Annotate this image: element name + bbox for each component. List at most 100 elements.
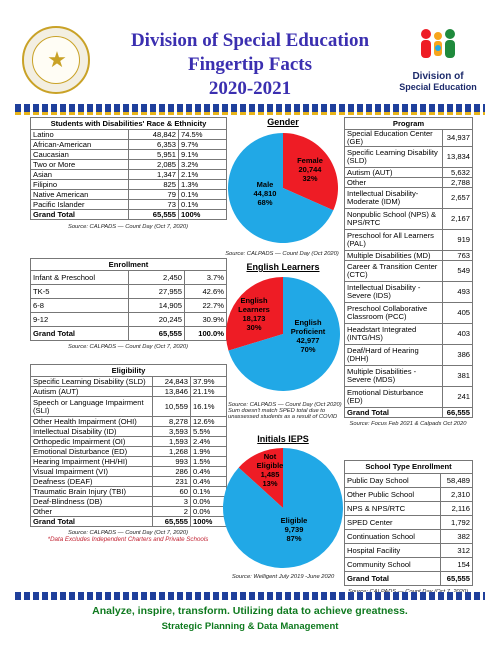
school-type-section: School Type Enrollment Public Day School… [343,460,474,595]
pie-slice-female [283,133,339,211]
el-chart-source: Source: CALPADS — Count Day (Oct 2020) S… [228,402,342,420]
table-row: Other Public School 2,310 [344,487,474,502]
table-total-row: Grand Total 65,555 100% [30,209,227,220]
footer-tagline: Analyze, inspire, transform. Utilizing d… [92,605,408,617]
table-row: Special Education Center (GE) 34,937 [344,129,474,147]
pie-slice-male [228,133,334,243]
header-stripe-gold [15,112,485,115]
table-total-row: Grand Total 66,555 [344,407,474,418]
page-title-line2: Fingertip Facts [187,54,312,75]
program-table: Program Special Education Center (GE) 34,… [343,117,474,418]
school-type-table-title: School Type Enrollment [343,460,474,474]
table-row: Career & Transition Center (CTC) 549 [344,260,474,282]
district-seal: ★ [22,26,90,94]
el-learners-label: English Learners 18,173 30% [238,296,270,332]
table-row: Pacific Islander 73 0.1% [30,199,227,210]
table-row: Speech or Language Impairment (SLI) 10,55… [30,396,227,417]
program-section: Program Special Education Center (GE) 34,… [343,117,474,427]
pie-slice-not-eligible [238,448,283,508]
ieps-chart-source: Source: Welligent July 2019 -June 2020 [231,574,335,580]
table-row: Preschool for All Learners (PAL) 919 [344,229,474,251]
table-total-row: Grand Total 65,555 [344,571,474,586]
table-row: Deaf/Hard of Hearing (DHH) 386 [344,344,474,366]
el-proficient-label: English Proficient 42,977 70% [290,318,326,354]
seal-inner: ★ [32,36,80,84]
footer-department: Strategic Planning & Data Management [161,621,339,632]
table-row: African-American 6,353 9.7% [30,139,227,150]
table-row: Hearing Impairment (HH/HI) 993 1.5% [30,456,227,467]
enrollment-table: Enrollment Infant & Preschool 2,450 3.7% T… [30,258,227,341]
pie-slice-english-learners [226,277,283,351]
program-table-title: Program [343,117,474,130]
school-type-table: School Type Enrollment Public Day School… [343,460,474,586]
table-row: Intellectual Disability-Moderate (IDM) 2,… [344,187,474,209]
logo-text-line2: Special Education [399,82,477,92]
page-title-line3: 2020-2021 [208,78,292,99]
program-table-source: Source: Focus Feb 2021 & Calpads Oct 202… [349,421,467,427]
ieps-chart-title: Initials IEPS [257,434,309,444]
pie-slice-english-proficient [228,277,341,391]
table-row: Native American 79 0.1% [30,189,227,200]
el-pie-chart [226,277,341,391]
table-row: Continuation School 382 [344,529,474,544]
table-row: TK-5 27,955 42.6% [30,284,227,299]
race-ethnicity-table: Students with Disabilities' Race & Ethni… [30,117,227,220]
gender-male-label: Male 44,810 68% [253,180,277,207]
eligibility-table-title: Eligibility [30,364,227,377]
table-row: Public Day School 58,489 [344,473,474,488]
el-chart-title: English Learners [246,262,320,272]
table-row: NPS & NPS/RTC 2,116 [344,501,474,516]
table-total-row: Grand Total 65,555 100% [30,516,227,527]
table-total-row: Grand Total 65,555 100.0% [30,326,227,341]
eligibility-section: Eligibility Specific Learning Disability… [30,364,227,543]
table-row: Specific Learning Disability (SLD) 13,834 [344,146,474,168]
table-row: Visual Impairment (VI) 286 0.4% [30,466,227,477]
race-table-title: Students with Disabilities' Race & Ethni… [30,117,227,130]
pie-slice-eligible [223,448,344,568]
table-row: Emotional Disturbance (ED) 241 [344,386,474,408]
division-logo: Division of Special Education [388,26,488,96]
page-title-line1: Division of Special Education [130,30,370,51]
table-row: Headstart Integrated (INTG/HS) 403 [344,323,474,345]
table-row: Hospital Facility 312 [344,543,474,558]
ieps-eligible-label: Eligible 9,739 87% [280,516,308,543]
logo-text-line1: Division of [412,71,464,82]
table-row: Multiple Disabilities (MD) 763 [344,250,474,261]
table-row: Nonpublic School (NPS) & NPS/RTC 2,167 [344,208,474,230]
table-row: Preschool Collaborative Classroom (PCC) 4… [344,302,474,324]
table-row: 9-12 20,245 30.9% [30,312,227,327]
gender-chart-source: Source: CALPADS — Count Day (Oct 2020) [225,251,339,257]
table-row: Filipino 825 1.3% [30,179,227,190]
eligibility-table: Eligibility Specific Learning Disability… [30,364,227,527]
table-row: Autism (AUT) 13,846 21.1% [30,386,227,397]
enrollment-table-title: Enrollment [30,258,227,271]
eligibility-note: *Data Excludes Independent Charters and … [47,536,209,543]
table-row: SPED Center 1,792 [344,515,474,530]
table-row: Asian 1,347 2.1% [30,169,227,180]
table-row: Intellectual Disability (ID) 3,593 5.5% [30,426,227,437]
table-row: Emotional Disturbance (ED) 1,268 1.9% [30,446,227,457]
ieps-not-eligible-label: Not Eligible 1,485 13% [256,452,284,488]
table-row: Infant & Preschool 2,450 3.7% [30,270,227,285]
ieps-pie-chart [223,448,344,568]
table-row: Deafness (DEAF) 231 0.4% [30,476,227,487]
table-row: Other 2,788 [344,177,474,188]
gender-chart-title: Gender [267,117,299,127]
seal-star-icon: ★ [47,47,67,72]
eligibility-table-source: Source: CALPADS — Count Day (Oct 7, 2020… [67,530,189,536]
race-table-source: Source: CALPADS — Count Day (Oct 7, 2020… [67,224,189,230]
table-row: Two or More 2,085 3.2% [30,159,227,170]
table-row: Deaf-Blindness (DB) 3 0.0% [30,496,227,507]
gender-pie-chart [228,133,339,243]
family-icon [421,29,455,58]
table-row: 6-8 14,905 22.7% [30,298,227,313]
enrollment-section: Enrollment Infant & Preschool 2,450 3.7% T… [30,258,227,350]
gender-female-label: Female 20,744 32% [297,156,323,183]
race-ethnicity-section: Students with Disabilities' Race & Ethni… [30,117,227,230]
table-row: Autism (AUT) 5,632 [344,167,474,178]
table-row: Caucasian 5,951 9.1% [30,149,227,160]
footer-stripe [15,592,485,600]
header-stripe [15,104,485,112]
enrollment-table-source: Source: CALPADS — Count Day (Oct 7, 2020… [67,344,189,350]
table-row: Traumatic Brain Injury (TBI) 60 0.1% [30,486,227,497]
